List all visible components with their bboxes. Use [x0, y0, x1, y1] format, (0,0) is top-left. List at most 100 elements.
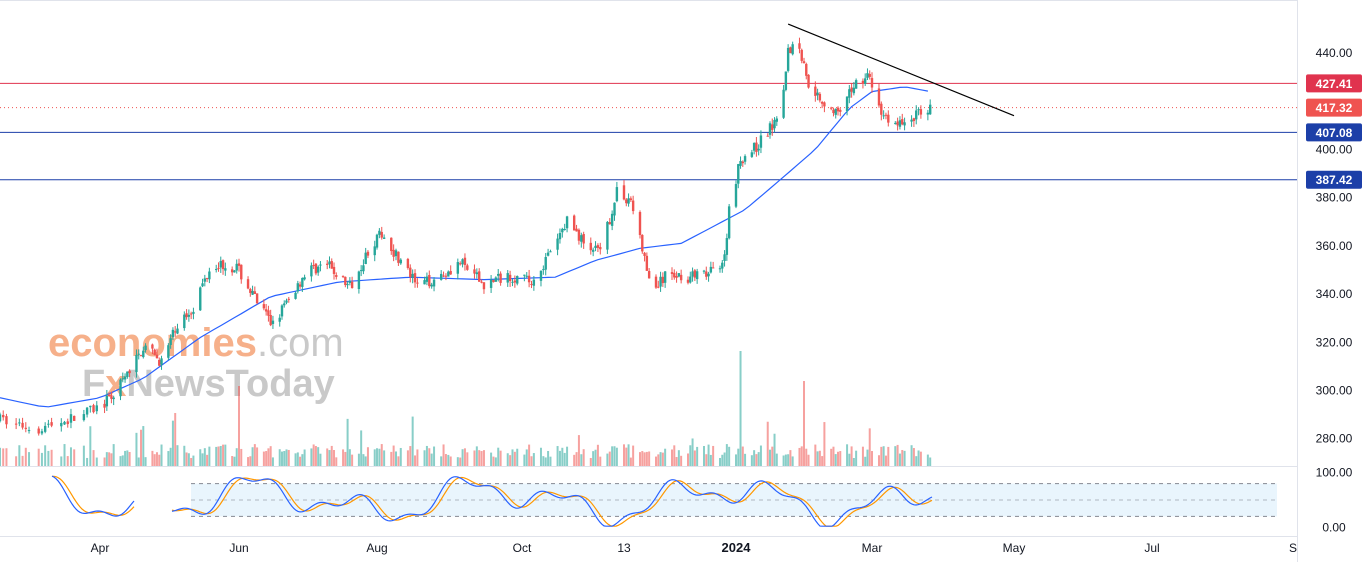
candle [575, 224, 578, 232]
candle-body [14, 423, 18, 425]
candle [695, 268, 699, 284]
candle-body [373, 246, 376, 256]
last-price-tag-bg [1306, 98, 1362, 117]
candle-body [791, 44, 794, 55]
volume-bar [497, 447, 500, 466]
candle-body [171, 329, 175, 337]
candle [14, 418, 18, 430]
candle-body [572, 215, 576, 231]
volume-bar [128, 451, 131, 466]
volume-bar [771, 446, 774, 466]
volume-bar [757, 452, 760, 466]
candle [394, 248, 398, 261]
volume-bar [530, 456, 533, 466]
volume-bar [183, 445, 186, 466]
candle [870, 72, 874, 93]
trendline[interactable] [787, 23, 1015, 117]
candle-body [727, 206, 731, 239]
volume-bar [108, 452, 111, 466]
stochastic-axis: 100.00 0.00 [1316, 466, 1353, 535]
volume-bar [871, 451, 873, 466]
volume-bar [539, 447, 542, 466]
candle [693, 269, 697, 282]
candle-body [513, 280, 517, 283]
candle-body [199, 287, 202, 311]
candle-body [269, 315, 272, 326]
candle-body [723, 254, 726, 262]
volume-bar [556, 446, 559, 466]
candle [610, 210, 614, 231]
candle [183, 311, 186, 331]
volume-bar [40, 452, 43, 466]
volume-bar [582, 449, 585, 466]
volume-bar [167, 451, 170, 466]
candle-body [40, 431, 44, 434]
candle [880, 101, 883, 121]
level-price-tag-text: 387.42 [1316, 173, 1353, 187]
candle [303, 274, 306, 281]
candle-body [392, 249, 395, 257]
candle-body [192, 311, 195, 314]
volume-bar [494, 457, 497, 466]
last-price-tag: 417.32 [1306, 98, 1362, 117]
volume-bar [613, 446, 616, 466]
candle [283, 300, 286, 308]
candle-body [264, 309, 268, 312]
candle-body [686, 279, 690, 283]
candle-body [21, 422, 24, 428]
candle-body [532, 279, 536, 286]
candle-body [864, 78, 867, 84]
candle-body [807, 74, 810, 88]
candle [27, 426, 31, 434]
candle [679, 269, 683, 284]
candle [18, 418, 21, 427]
candle-body [316, 266, 320, 273]
volume-bar [121, 455, 124, 466]
candle-body [310, 265, 313, 277]
volume-bar [766, 421, 769, 466]
candle [613, 202, 616, 221]
volume-bar [475, 446, 478, 466]
candle-body [221, 260, 225, 270]
candle [848, 85, 851, 104]
price-axis: 440.00 400.00 380.00 360.00 340.00 320.00 300.… [1316, 46, 1353, 446]
candle-body [428, 275, 431, 287]
volume-bar [160, 444, 163, 466]
volume-bar [406, 450, 409, 466]
candle-body [350, 281, 354, 288]
candle [287, 296, 290, 303]
candle-body [416, 282, 419, 284]
candle [629, 196, 633, 202]
candle [346, 281, 349, 289]
volume-bar [112, 444, 115, 466]
volume-bar [773, 433, 776, 466]
candle-body [511, 281, 514, 283]
volume-bar [247, 457, 250, 466]
candle-body [480, 281, 483, 283]
candle [316, 265, 320, 276]
candle-body [103, 403, 106, 408]
candle [544, 253, 547, 276]
candle [411, 269, 414, 284]
volume-bar [314, 446, 317, 466]
candle [192, 307, 195, 320]
volume-bar [739, 351, 742, 466]
candle-body [565, 216, 569, 229]
candle [425, 272, 429, 286]
candle-body [707, 273, 710, 277]
candle [332, 262, 336, 280]
candle [240, 264, 243, 284]
candle-body [845, 96, 849, 112]
candle-body [249, 289, 252, 293]
candle-body [836, 107, 840, 112]
candle-body [439, 273, 443, 280]
candle-body [525, 275, 528, 277]
candle-body [155, 354, 159, 359]
candle [103, 399, 106, 414]
candle-body [499, 273, 502, 283]
candle-body [645, 255, 649, 271]
time-tick-label: S [1289, 541, 1297, 555]
candle-body [409, 267, 412, 278]
candle [589, 237, 592, 255]
candle [766, 133, 769, 137]
